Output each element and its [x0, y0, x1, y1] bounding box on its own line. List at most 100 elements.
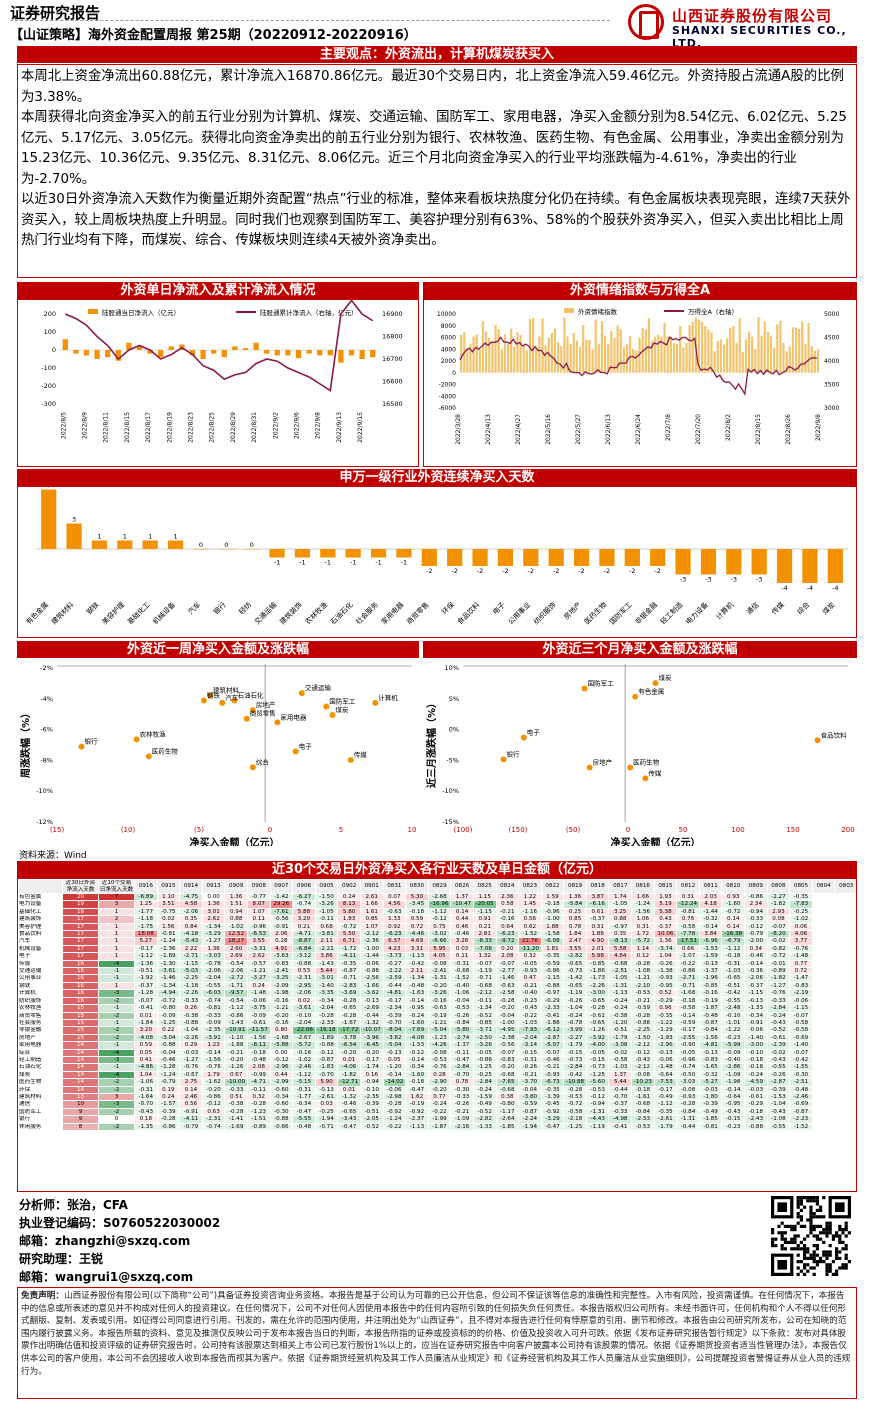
table-cell: -0.54 — [224, 959, 248, 969]
flow-bar — [338, 350, 344, 363]
qr-module — [796, 1221, 800, 1225]
table-cell: 15 — [62, 1011, 99, 1020]
table-cell: 3.55 — [563, 944, 587, 954]
qr-module — [809, 1228, 813, 1232]
table-cell: 3.87 — [585, 892, 610, 902]
table-cell: -0.20 — [495, 1004, 520, 1013]
assistant-email[interactable]: 邮箱：wangrui1@sxzq.com — [19, 1270, 194, 1284]
header-corner — [18, 879, 63, 894]
table-cell: -2 — [98, 1026, 135, 1035]
table-cell: -0.64 — [721, 1092, 746, 1102]
table-cell: 15 — [62, 1018, 99, 1028]
streak-bar — [751, 549, 767, 575]
table-header-row: 近30日外资净流入天数 近10个交易日净流入天数 0916 0915 0914 0913 0… — [18, 879, 856, 894]
qr-module — [835, 1253, 839, 1257]
table-cell: -3.04 — [156, 1033, 181, 1043]
scatter-point — [231, 697, 238, 704]
row-industry: 环保 — [18, 1085, 63, 1094]
table-title: 近30个交易日外资净买入各行业天数及单日金额（亿元） — [17, 861, 857, 878]
table-cell: -2.77 — [495, 967, 520, 976]
table-cell: 1.07 — [246, 907, 271, 917]
sentiment-bar — [519, 335, 522, 373]
table-cell: -0.88 — [631, 1018, 655, 1028]
table-cell: -2.90 — [427, 1078, 452, 1087]
table-cell: -0.63 — [382, 907, 407, 917]
table-cell: 0.56 — [518, 915, 542, 924]
flow-chart-title: 外资单日净流入及累计净流入情况 — [17, 282, 419, 299]
flow-bar — [306, 350, 312, 354]
qr-module — [806, 1263, 810, 1267]
y-tick: 0% — [449, 726, 459, 734]
table-cell: -3.45 — [405, 900, 429, 909]
row-industry: 美容护理 — [18, 922, 63, 932]
table-cell: -1 — [98, 1018, 135, 1028]
table-cell: -0.20 — [201, 1085, 226, 1094]
streak-category-label: 非银金融 — [633, 600, 659, 626]
table-row: 煤炭 14 -4 1.04 -1.24 -0.67 1.79 0.67 -0.99 0.44 -1.… — [18, 1070, 857, 1080]
table-cell: -0.21 — [495, 907, 520, 917]
sentiment-bar — [697, 319, 701, 373]
table-cell: -0.55 — [721, 996, 746, 1006]
streak-value-label: -3 — [705, 576, 711, 584]
table-cell: -2.00 — [744, 937, 768, 946]
qr-module — [825, 1234, 829, 1238]
sentiment-bar — [547, 337, 550, 373]
table-cell: -0.35 — [653, 1107, 678, 1117]
y-tick: 10% — [445, 664, 459, 672]
table-cell: -0.24 — [405, 1011, 429, 1020]
table-cell: 0.00 — [201, 892, 226, 902]
y-tick: -10% — [36, 787, 53, 795]
row-industry: 汽车 — [18, 937, 63, 946]
table-cell: -0.13 — [314, 1085, 339, 1094]
table-cell: 0.53 — [292, 967, 316, 976]
analyst-email[interactable]: 邮箱：zhangzhi@sxzq.com — [19, 1234, 191, 1248]
streak-value-label: -1 — [325, 559, 331, 567]
table-cell: -0.95 — [721, 1100, 746, 1109]
streak-bar — [573, 549, 590, 566]
table-cell: -1.15 — [540, 974, 565, 983]
y-tick: -2% — [40, 664, 53, 672]
y-tick-right: 3000 — [824, 405, 839, 412]
table-cell: -0.81 — [676, 907, 700, 917]
table-cell: -0.38 — [224, 1100, 248, 1109]
table-cell: -0.74 — [201, 1122, 226, 1132]
table-cell: 1.04 — [653, 952, 678, 961]
table-cell: -0.34 — [744, 1011, 768, 1020]
table-cell: -0.58 — [676, 922, 700, 932]
sentiment-bar — [506, 343, 510, 373]
table-cell: -1.33 — [744, 1004, 768, 1013]
table-cell: -0.46 — [540, 1055, 565, 1065]
table-cell: -0.33 — [450, 1092, 474, 1102]
table-cell: 4.58 — [179, 900, 203, 909]
table-cell: -0.22 — [427, 1107, 452, 1117]
table-cell: -0.97 — [608, 922, 633, 932]
row-industry: 通信 — [18, 1100, 63, 1109]
table-cell: -0.28 — [495, 996, 520, 1006]
qr-module — [815, 1263, 819, 1267]
table-cell: -0.83 — [698, 1055, 723, 1065]
table-cell: -2.31 — [201, 1115, 226, 1124]
sentiment-bar — [619, 329, 622, 373]
table-cell: -1.09 — [450, 1115, 474, 1124]
qr-module — [803, 1272, 807, 1276]
table-cell: -0.14 — [744, 959, 768, 969]
sentiment-bar — [525, 350, 528, 373]
table-row: 交通运输 16 -1 -0.51 -3.61 -5.03 -2.06 -2.06 -1.21 -2… — [18, 967, 857, 976]
table-cell: -0.55 — [766, 1122, 791, 1132]
table-cell: -0.88 — [179, 1018, 203, 1028]
table-cell: 0.28 — [269, 937, 294, 946]
table-cell: -0.40 — [518, 989, 542, 998]
qr-module — [780, 1247, 784, 1251]
table-cell: 4.06 — [789, 930, 813, 939]
qr-module — [806, 1199, 810, 1203]
table-cell: -1.42 — [563, 974, 587, 983]
table-cell: 9 — [62, 1115, 99, 1124]
table-cell: -9.57 — [224, 989, 248, 998]
table-cell: 14 — [62, 1055, 99, 1065]
table-cell: -1.46 — [156, 974, 181, 983]
table-cell: 18 — [62, 907, 99, 917]
table-cell: -0.13 — [744, 996, 768, 1006]
sentiment-bar — [541, 318, 544, 373]
table-cell: 2.62 — [201, 915, 226, 924]
qr-module — [838, 1234, 842, 1238]
